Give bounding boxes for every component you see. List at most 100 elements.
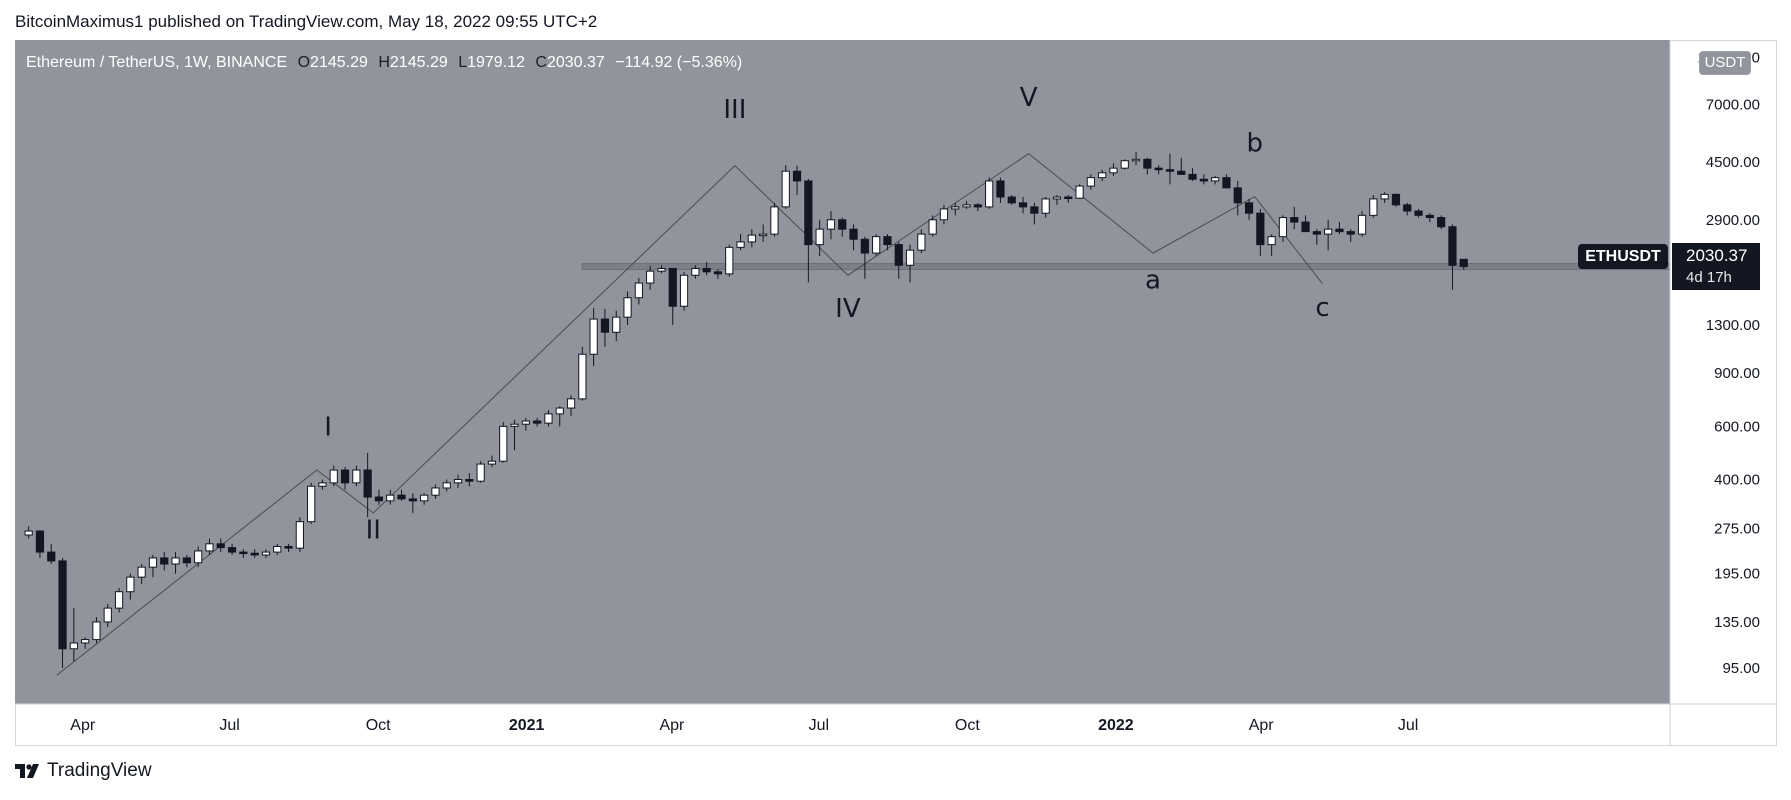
price-axis[interactable]: 95.00 135.00 195.00 275.00 400.00 600.00 900.0… (1697, 49, 1760, 677)
currency-button[interactable]: USDT (1699, 51, 1751, 75)
candle-body (1335, 228, 1344, 233)
candle-body (420, 494, 429, 502)
down-candle (1403, 202, 1412, 216)
down-candle (1425, 213, 1434, 223)
candle-body (1041, 198, 1050, 214)
up-candle (736, 234, 745, 251)
low-label: L (458, 54, 468, 71)
close-label: C (535, 54, 547, 71)
price-tick-label: 135.00 (1714, 614, 1760, 631)
down-candle (1143, 157, 1152, 175)
candle-body (951, 206, 960, 210)
down-candle (1391, 193, 1401, 207)
symbol-title: Ethereum / TetherUS, 1W, BINANCE (26, 54, 288, 71)
tradingview-logo-icon (15, 764, 39, 778)
price-tick-label: 95.00 (1722, 660, 1760, 677)
candle-body (566, 398, 576, 409)
candle-body (250, 552, 259, 556)
tradingview-brand[interactable]: TradingView (15, 760, 152, 782)
up-candle (928, 215, 937, 237)
up-candle (386, 489, 395, 505)
candle-body (1120, 160, 1129, 169)
up-candle (917, 229, 926, 254)
up-candle (962, 200, 971, 209)
candle-body (431, 487, 440, 496)
last-price-tag: 2030.37 4d 17h (1672, 243, 1760, 290)
candle-body (1154, 167, 1163, 171)
candle-body (81, 639, 90, 644)
candle-body (1324, 228, 1333, 235)
down-candle (35, 530, 45, 558)
down-candle (284, 543, 293, 553)
candle-body (1030, 206, 1039, 214)
candle-body (194, 550, 203, 564)
candle-body (1301, 221, 1310, 233)
candle-body (544, 413, 553, 424)
up-candle (171, 552, 180, 574)
up-candle (1131, 151, 1141, 166)
up-candle (725, 244, 734, 277)
candle-body (589, 318, 598, 355)
candle-body (1380, 193, 1389, 200)
candle-body (962, 204, 971, 208)
down-candle (374, 489, 384, 505)
up-candle (69, 608, 78, 662)
time-tick-label: Jul (1398, 717, 1418, 734)
down-candle (1346, 229, 1355, 242)
candle-body (261, 551, 271, 556)
wave-count-path (56, 153, 1323, 676)
up-candle (1041, 197, 1050, 218)
down-candle (397, 489, 406, 501)
candle-body (284, 545, 293, 549)
time-tick-label: Apr (659, 717, 685, 734)
up-candle (1120, 159, 1129, 170)
candle-body (47, 551, 56, 562)
price-tick-label: 600.00 (1714, 418, 1760, 435)
time-axis[interactable]: Apr Jul Oct 2021 Apr Jul Oct 2022 Apr Jul (70, 717, 1418, 734)
up-candle (555, 406, 564, 427)
up-candle (905, 244, 915, 283)
up-candle (1109, 163, 1118, 177)
candle-body (759, 233, 768, 237)
down-candle (1448, 224, 1457, 290)
down-candle (702, 262, 711, 276)
candle-body (1448, 226, 1457, 266)
price-tick-label: 1300.00 (1706, 317, 1760, 334)
candle-body (1346, 231, 1355, 235)
candle-body (386, 494, 395, 502)
up-candle (578, 346, 587, 401)
plot-area[interactable] (15, 40, 1670, 704)
candle-body (578, 353, 587, 400)
up-candle (318, 479, 327, 490)
candle-body (679, 274, 689, 307)
up-candle (1369, 195, 1378, 218)
candle-body (318, 482, 327, 487)
down-candle (849, 224, 858, 251)
candle-body (1278, 217, 1288, 238)
candle-body (137, 566, 146, 578)
open-value: 2145.29 (310, 54, 368, 71)
down-candle (668, 268, 677, 325)
time-tick-label: Jul (219, 717, 239, 734)
candle-body (148, 557, 158, 568)
wave-label: c (1315, 293, 1329, 323)
up-candle (114, 587, 124, 613)
candle-body (408, 498, 417, 502)
time-tick-label: Apr (1249, 717, 1275, 734)
down-candle (1007, 195, 1016, 205)
candle-body (35, 530, 45, 553)
up-candle (872, 234, 881, 257)
up-candle (1267, 234, 1276, 257)
candle-body (657, 268, 666, 272)
up-candle (24, 526, 33, 539)
candle-body (465, 479, 474, 482)
down-candle (1290, 206, 1299, 230)
candle-body (1357, 214, 1367, 235)
down-candle (216, 538, 225, 553)
wave-label: II (366, 516, 381, 546)
low-value: 1979.12 (467, 54, 525, 71)
support-band (581, 263, 1671, 271)
candle-body (792, 170, 802, 182)
candle-body (1098, 172, 1107, 179)
